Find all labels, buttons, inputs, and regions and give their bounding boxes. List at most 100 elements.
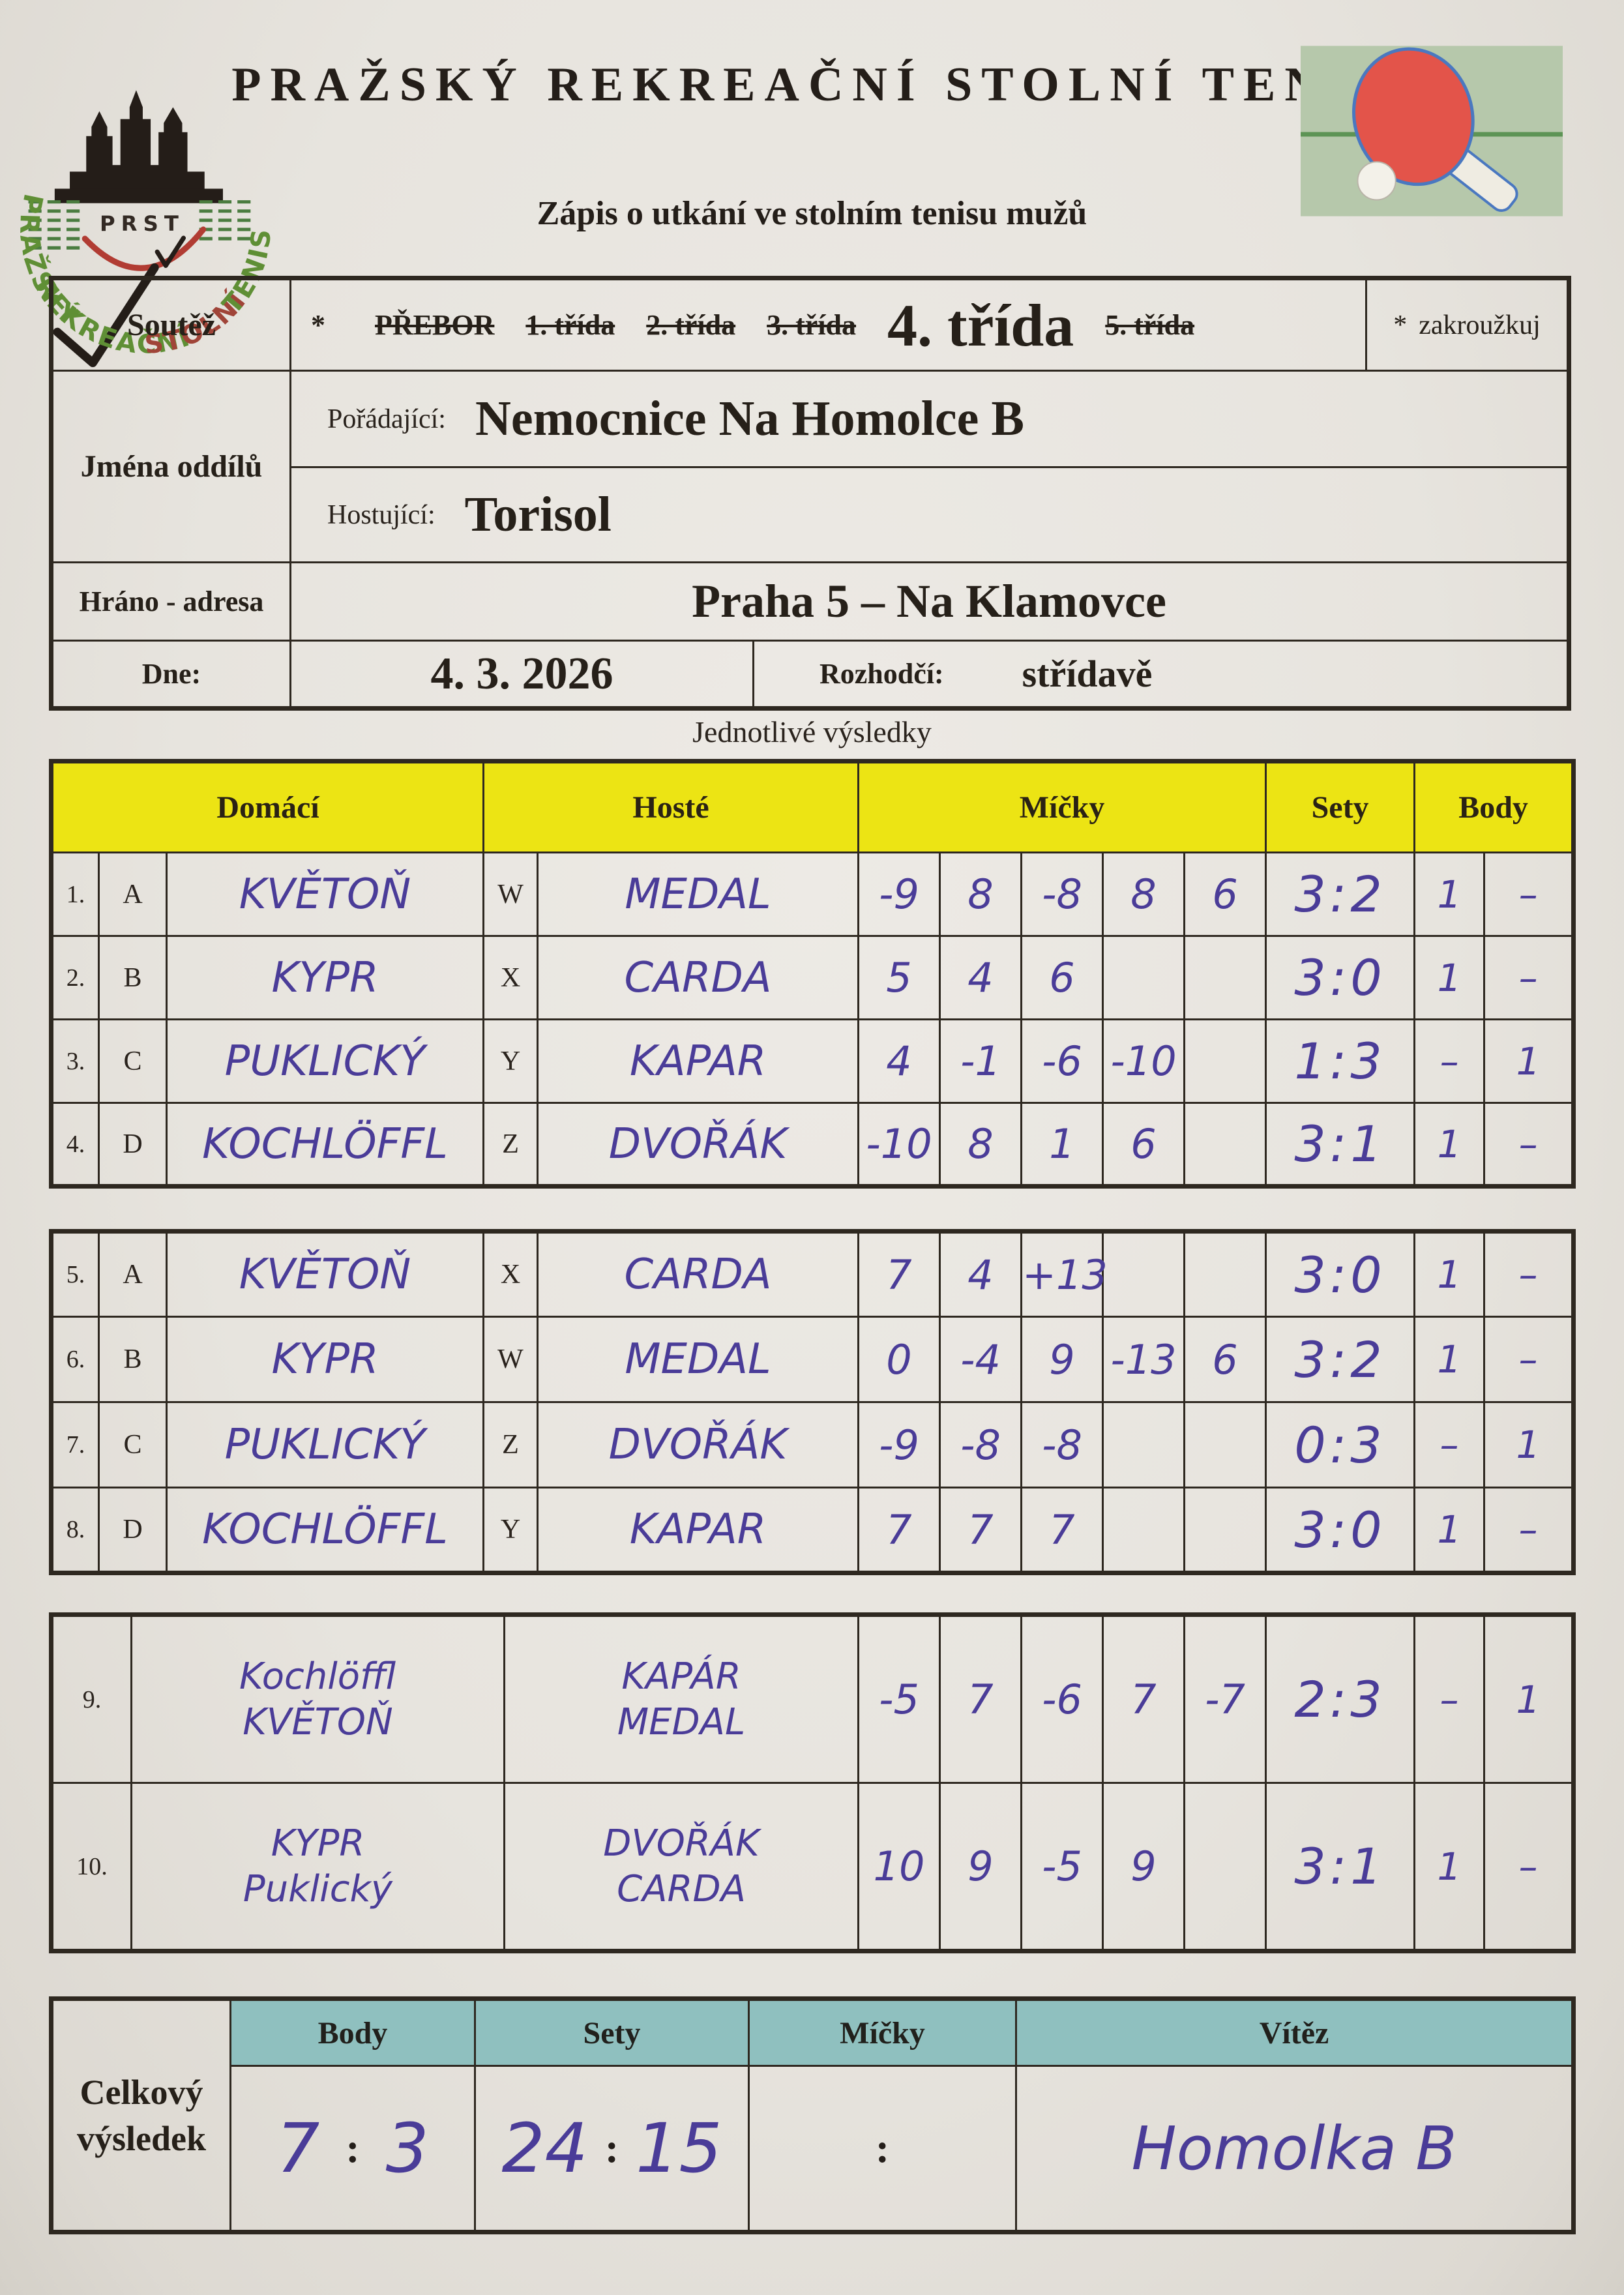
sets-cell: 3:0 xyxy=(1265,1487,1415,1574)
guest-letter-cell: Z xyxy=(482,1401,539,1488)
home-player-cell: KOCHLÖFFL xyxy=(166,1487,484,1574)
match-number-cell: 7. xyxy=(50,1401,100,1488)
balls-cell: -5 xyxy=(857,1614,941,1784)
ball-icon xyxy=(1357,161,1396,201)
summary-header-body: Body xyxy=(229,1998,476,2067)
home-letter-cell: D xyxy=(98,1102,168,1187)
match-number-cell: 2. xyxy=(50,935,100,1020)
home-player-cell: KOCHLÖFFL xyxy=(165,1102,485,1187)
balls-cell: -9 xyxy=(857,851,941,937)
match-number-cell: 9. xyxy=(50,1614,132,1784)
points-guest-cell: – xyxy=(1483,1230,1574,1318)
guest-team-row: Hostující: Torisol xyxy=(291,468,1567,563)
points-guest-cell: – xyxy=(1483,1102,1575,1187)
home-letter-cell: A xyxy=(98,1230,168,1318)
sety-home-value: 24 xyxy=(501,2109,588,2188)
summary-label-line1: Celkový xyxy=(80,2073,203,2112)
date-cell: 4. 3. 2026 xyxy=(291,642,754,706)
points-guest-cell: – xyxy=(1483,1487,1574,1574)
match-row-4: 4. D KOCHLÖFFL Z DVOŘÁK -10 8 1 6 3:1 1 … xyxy=(50,1102,1575,1187)
points-home-cell: – xyxy=(1413,1614,1485,1784)
points-guest-cell: – xyxy=(1483,1782,1574,1952)
points-home-cell: 1 xyxy=(1413,1487,1485,1574)
home-pair-player-1: Kochlöffl xyxy=(239,1655,397,1698)
small-check-icon xyxy=(155,235,186,268)
balls-cell: 7 xyxy=(939,1614,1022,1784)
club-logo: PRST PRAŽSKÝ REKREAČNÍ STOLNÍ TENIS xyxy=(14,90,275,368)
zakrouzkuj-label: zakroužkuj xyxy=(1419,310,1541,340)
balls-cell: 7 xyxy=(939,1487,1022,1574)
balls-cell xyxy=(1102,1230,1185,1318)
soutez-label: Soutěž xyxy=(53,280,291,372)
balls-cell xyxy=(1183,1487,1267,1574)
balls-cell: 8 xyxy=(1102,851,1186,937)
logo-abbr: PRST xyxy=(100,211,185,236)
balls-cell: 5 xyxy=(857,935,941,1020)
balls-cell: 7 xyxy=(1020,1487,1104,1574)
points-home-cell: 1 xyxy=(1413,935,1486,1020)
points-guest-cell: 1 xyxy=(1483,1614,1574,1784)
summary-header-sety: Sety xyxy=(474,1998,750,2067)
balls-cell: 7 xyxy=(857,1230,941,1318)
balls-cell: -8 xyxy=(939,1401,1022,1488)
summary-body-cell: 7 : 3 xyxy=(229,2065,476,2233)
balls-cell xyxy=(1183,1230,1267,1318)
guest-pair-cell: DVOŘÁK CARDA xyxy=(503,1782,859,1952)
points-home-cell: 1 xyxy=(1413,851,1486,937)
celkovy-vysledek-label: Celkový výsledek xyxy=(50,1998,231,2233)
sety-away-value: 15 xyxy=(636,2109,722,2188)
summary-micky-cell: : xyxy=(748,2065,1017,2233)
sets-cell: 3:0 xyxy=(1265,935,1416,1020)
balls-cell xyxy=(1183,1102,1267,1187)
micky-colon: : xyxy=(875,2125,890,2171)
sety-colon: : xyxy=(604,2125,619,2171)
summary-header-row: Celkový výsledek Body Sety Míčky Vítěz xyxy=(50,1998,1574,2233)
table-tennis-paddle-image xyxy=(1301,46,1563,216)
balls-cell xyxy=(1102,1487,1185,1574)
results-header-row: Domácí Hosté Míčky Sety Body xyxy=(50,760,1575,853)
guest-player-cell: CARDA xyxy=(537,935,860,1020)
match-row-8: 8. D KOCHLÖFFL Y KAPAR 7 7 7 3:0 1 – xyxy=(50,1487,1574,1574)
balls-cell: -1 xyxy=(939,1018,1023,1104)
balls-cell: -6 xyxy=(1020,1614,1104,1784)
match-row-1: 1. A KVĚTOŇ W MEDAL -9 8 -8 8 6 3:2 1 – xyxy=(50,851,1575,937)
balls-cell: 0 xyxy=(857,1316,941,1403)
guest-pair-player-2: CARDA xyxy=(617,1867,746,1910)
balls-cell xyxy=(1183,1018,1267,1104)
summary-table: Celkový výsledek Body Sety Míčky Vítěz 7… xyxy=(49,1996,1576,2234)
home-team-row: Pořádající: Nemocnice Na Homolce B xyxy=(291,372,1567,468)
balls-cell: -10 xyxy=(857,1102,941,1187)
hostujici-label: Hostující: xyxy=(327,499,436,530)
hatch-lines xyxy=(28,200,256,250)
guest-letter-cell: W xyxy=(482,1316,539,1403)
balls-cell: 8 xyxy=(939,851,1023,937)
guest-pair-player-1: KAPÁR xyxy=(621,1655,741,1698)
guest-player-cell: DVOŘÁK xyxy=(537,1102,860,1187)
guest-player-cell: MEDAL xyxy=(537,1316,859,1403)
balls-cell: 6 xyxy=(1020,935,1104,1020)
home-letter-cell: C xyxy=(98,1401,168,1488)
sets-cell: 3:2 xyxy=(1265,1316,1415,1403)
balls-cell: 4 xyxy=(939,1230,1022,1318)
guest-player-cell: DVOŘÁK xyxy=(537,1401,859,1488)
option-5-trida: 5. třída xyxy=(1105,309,1195,341)
summary-value-row: 7 : 3 24 : 15 : Homolka B xyxy=(52,2065,1574,2233)
jmena-oddilu-label: Jména oddílů xyxy=(53,372,291,563)
guest-letter-cell: X xyxy=(482,935,539,1020)
match-number-cell: 4. xyxy=(50,1102,100,1187)
header-micky: Míčky xyxy=(857,760,1267,853)
option-3-trida: 3. třída xyxy=(767,309,857,341)
home-player-cell: KVĚTOŇ xyxy=(165,851,485,937)
match-row-10: 10. KYPR Puklický DVOŘÁK CARDA 10 9 -5 9… xyxy=(50,1782,1574,1952)
home-letter-cell: B xyxy=(98,1316,168,1403)
balls-cell: 6 xyxy=(1102,1102,1186,1187)
points-guest-cell: – xyxy=(1483,1316,1574,1403)
sets-cell: 1:3 xyxy=(1265,1018,1416,1104)
guest-player-cell: MEDAL xyxy=(537,851,860,937)
body-away-value: 3 xyxy=(385,2109,429,2188)
option-1-trida: 1. třída xyxy=(525,309,615,341)
match-row-5: 5. A KVĚTOŇ X CARDA 7 4 +13 3:0 1 – xyxy=(50,1230,1574,1318)
zakrouzkuj-star: * xyxy=(1393,310,1408,340)
rozhodci-label: Rozhodčí: xyxy=(819,658,944,690)
